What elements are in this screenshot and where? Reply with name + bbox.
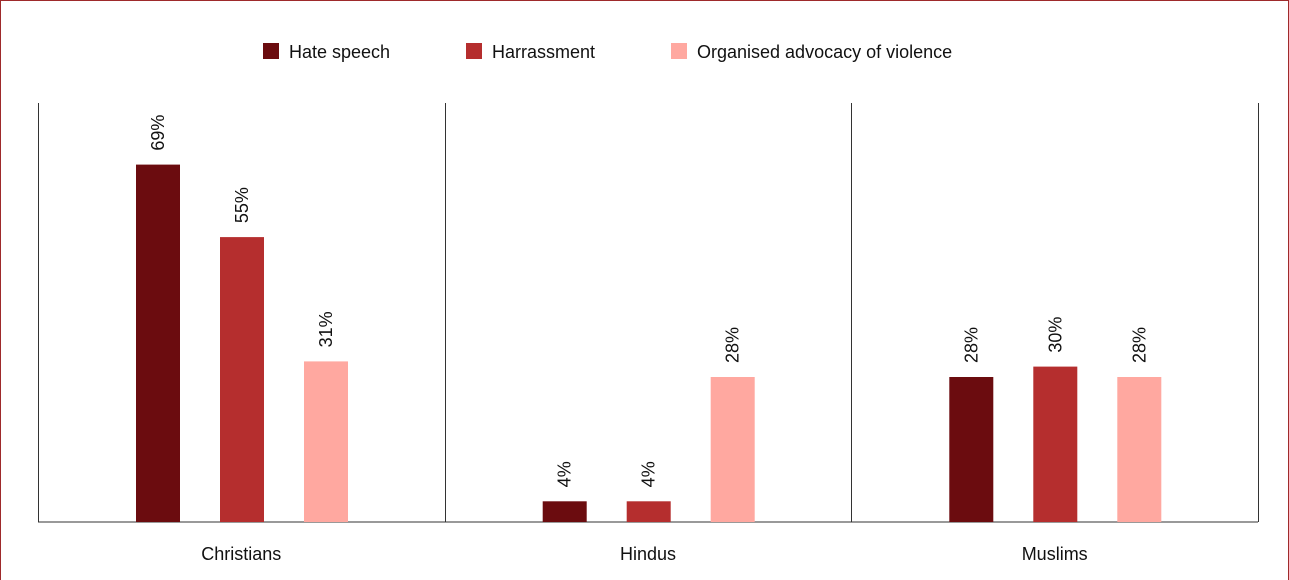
value-label-christians-organised-advocacy-of-violence: 31% bbox=[316, 311, 336, 347]
bar-muslims-harrassment bbox=[1033, 366, 1078, 522]
value-labels: 69% 55% 31% 4% 4% 28% 28% 30% 28% bbox=[148, 115, 1149, 488]
legend-label-harrassment: Harrassment bbox=[492, 42, 595, 62]
bar-christians-organised-advocacy-of-violence bbox=[304, 361, 348, 522]
value-label-hindus-hate-speech: 4% bbox=[555, 461, 575, 487]
value-label-muslims-harrassment: 30% bbox=[1045, 317, 1065, 353]
bars bbox=[136, 164, 1162, 522]
value-label-muslims-organised-advocacy-of-violence: 28% bbox=[1129, 327, 1149, 363]
legend-label-hate-speech: Hate speech bbox=[289, 42, 390, 62]
bar-christians-harrassment bbox=[220, 237, 264, 522]
legend-label-organised-advocacy-of-violence: Organised advocacy of violence bbox=[697, 42, 952, 62]
bar-hindus-harrassment bbox=[626, 501, 671, 522]
bar-hindus-hate-speech bbox=[542, 501, 587, 522]
value-label-christians-hate-speech: 69% bbox=[148, 115, 168, 151]
value-label-christians-harrassment: 55% bbox=[232, 187, 252, 223]
category-label-christians: Christians bbox=[201, 544, 281, 564]
legend-swatch-harrassment bbox=[466, 43, 482, 59]
bar-muslims-hate-speech bbox=[949, 377, 994, 522]
bar-muslims-organised-advocacy-of-violence bbox=[1117, 377, 1162, 522]
category-labels: Christians Hindus Muslims bbox=[201, 544, 1087, 564]
legend: Hate speech Harrassment Organised advocacy… bbox=[263, 42, 952, 62]
value-label-hindus-organised-advocacy-of-violence: 28% bbox=[723, 327, 743, 363]
category-label-hindus: Hindus bbox=[620, 544, 676, 564]
legend-swatch-organised-advocacy-of-violence bbox=[671, 43, 687, 59]
value-label-hindus-harrassment: 4% bbox=[639, 461, 659, 487]
bar-hindus-organised-advocacy-of-violence bbox=[710, 377, 755, 522]
category-label-muslims: Muslims bbox=[1022, 544, 1088, 564]
legend-swatch-hate-speech bbox=[263, 43, 279, 59]
value-label-muslims-hate-speech: 28% bbox=[961, 327, 981, 363]
bar-christians-hate-speech bbox=[136, 164, 180, 522]
